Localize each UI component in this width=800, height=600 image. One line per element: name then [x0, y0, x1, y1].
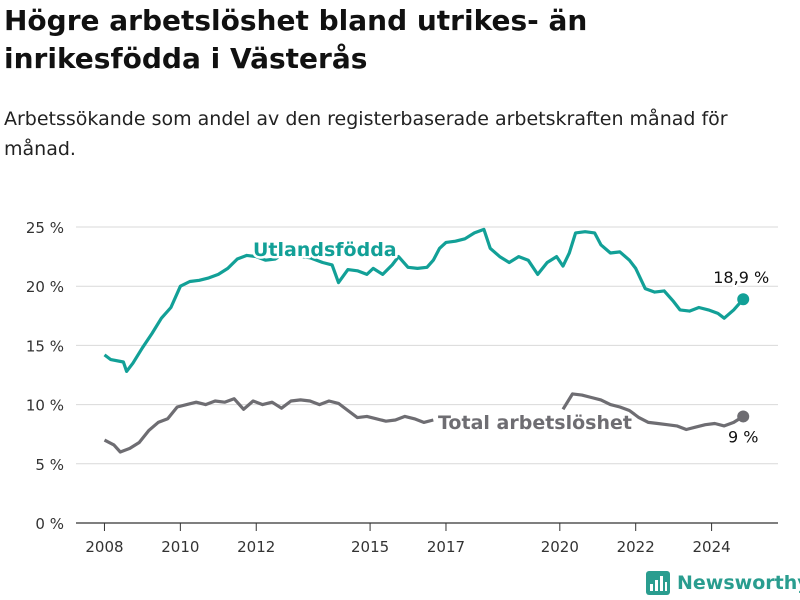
y-tick-label: 0 % [35, 515, 64, 533]
x-tick-label: 2008 [85, 538, 123, 556]
x-tick-label: 2017 [427, 538, 465, 556]
chart-title: Högre arbetslöshet bland utrikes- än inr… [4, 4, 588, 75]
chart-subtitle: Arbetssökande som andel av den registerb… [4, 108, 728, 160]
end-point-utlandsfodda [737, 293, 750, 306]
y-tick-label: 10 % [26, 397, 64, 415]
x-tick-label: 2010 [161, 538, 199, 556]
x-axis-ticks: 2008 2010 2012 2015 2017 2020 2022 2024 [85, 523, 731, 556]
end-label-utlandsfodda: 18,9 % [713, 268, 769, 287]
grid [76, 226, 778, 524]
x-tick-label: 2020 [541, 538, 579, 556]
series-line-utlandsfodda [103, 227, 745, 373]
y-tick-label: 25 % [26, 219, 64, 237]
y-axis-tick-labels: 0 % 5 % 10 % 15 % 20 % 25 % [26, 219, 64, 533]
end-label-total: 9 % [728, 427, 758, 446]
series-labels: Utlandsfödda Total arbetslöshet 18,9 % 9 % [251, 237, 772, 449]
x-tick-label: 2024 [693, 538, 731, 556]
end-point-total [737, 410, 750, 423]
series-label-utlandsfodda: Utlandsfödda [253, 239, 397, 261]
y-tick-label: 15 % [26, 337, 64, 355]
series-lines [103, 227, 750, 454]
series-line-total [561, 392, 745, 432]
x-tick-label: 2015 [351, 538, 389, 556]
x-tick-label: 2012 [237, 538, 275, 556]
brand-logo: Newsworthy [645, 568, 800, 598]
y-tick-label: 5 % [35, 456, 64, 474]
series-label-total: Total arbetslöshet [438, 412, 632, 434]
newsworthy-logo-icon [646, 571, 670, 595]
brand-name: Newsworthy [677, 572, 800, 594]
y-tick-label: 20 % [26, 278, 64, 296]
series-line-total [103, 397, 434, 454]
x-tick-label: 2022 [617, 538, 655, 556]
